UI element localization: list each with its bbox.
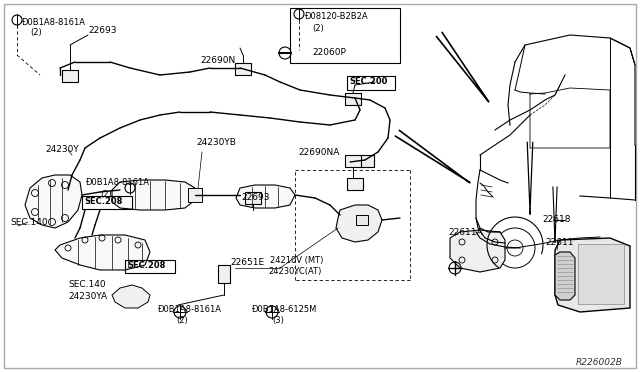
Text: SEC.140: SEC.140: [68, 280, 106, 289]
Text: 22693: 22693: [241, 193, 269, 202]
Bar: [188, 188, 202, 202]
Polygon shape: [236, 185, 295, 208]
Text: (2): (2): [176, 316, 188, 325]
Bar: [218, 265, 230, 283]
Text: (3): (3): [272, 316, 284, 325]
Bar: [347, 178, 363, 190]
Text: (2): (2): [312, 24, 324, 33]
Polygon shape: [55, 235, 150, 270]
Polygon shape: [450, 230, 505, 272]
Text: 24230YA: 24230YA: [68, 292, 107, 301]
Text: Ð08120-B2B2A: Ð08120-B2B2A: [305, 12, 369, 21]
Bar: [347, 76, 395, 90]
Bar: [345, 93, 361, 105]
Polygon shape: [112, 180, 195, 210]
Polygon shape: [112, 285, 150, 308]
Bar: [578, 244, 624, 304]
Polygon shape: [555, 252, 575, 300]
Bar: [345, 155, 361, 167]
Polygon shape: [25, 175, 82, 228]
Text: 22611A: 22611A: [448, 228, 483, 237]
Text: Ð0B1A8-8161A: Ð0B1A8-8161A: [22, 18, 86, 27]
Text: (2): (2): [100, 190, 112, 199]
Bar: [356, 215, 368, 225]
Text: R226002B: R226002B: [576, 358, 623, 367]
Text: 24230YC(AT): 24230YC(AT): [268, 267, 321, 276]
Text: 22060P: 22060P: [312, 48, 346, 57]
Text: Ð0B1A8-8161A: Ð0B1A8-8161A: [158, 305, 222, 314]
Text: 22690NA: 22690NA: [298, 148, 339, 157]
Text: 22611: 22611: [545, 238, 573, 247]
Bar: [235, 63, 251, 75]
Text: 22693: 22693: [88, 26, 116, 35]
Text: 22651E: 22651E: [230, 258, 264, 267]
Bar: [245, 192, 261, 204]
Text: (2): (2): [30, 28, 42, 37]
Bar: [125, 260, 175, 273]
Polygon shape: [555, 238, 630, 312]
Text: SEC.208: SEC.208: [84, 197, 122, 206]
Text: 22690N: 22690N: [200, 56, 236, 65]
Text: Ð0B1A8-8161A: Ð0B1A8-8161A: [86, 178, 150, 187]
Text: SEC.140: SEC.140: [10, 218, 47, 227]
Text: 24210V (MT): 24210V (MT): [270, 256, 323, 265]
Bar: [82, 196, 132, 209]
Bar: [62, 70, 78, 82]
Text: 24230YB: 24230YB: [196, 138, 236, 147]
Text: SEC.208: SEC.208: [127, 261, 165, 270]
Bar: [290, 8, 400, 63]
Text: 24230Y: 24230Y: [45, 145, 79, 154]
Text: SEC.200: SEC.200: [349, 77, 387, 86]
Text: 22618: 22618: [542, 215, 570, 224]
Polygon shape: [336, 205, 382, 242]
Text: Ð0B1A8-6125M: Ð0B1A8-6125M: [252, 305, 317, 314]
Bar: [358, 155, 374, 167]
